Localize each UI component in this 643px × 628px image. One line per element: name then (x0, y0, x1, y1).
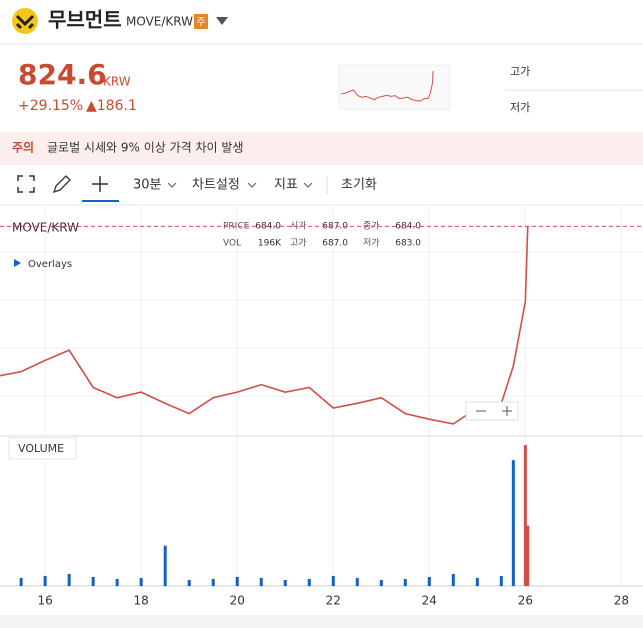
volume-bar (67, 573, 71, 586)
volume-bar (499, 575, 503, 586)
volume-bar (403, 578, 407, 586)
volume-bar (163, 545, 167, 586)
notice-bar (0, 132, 643, 165)
volume-label: VOLUME (18, 442, 64, 455)
chart: 16 18 20 22 24 26 28 MOVE/KRW Overlays VOLUME PRIC… (0, 206, 643, 628)
chart-title: MOVE/KRW (12, 221, 79, 235)
overlays: Overlays (28, 259, 72, 270)
volume-bar (235, 576, 239, 586)
volume-bar (115, 578, 119, 586)
high-label: 고가 (510, 65, 530, 78)
notice-label: 주의 (12, 140, 34, 155)
info-value: 687.0 (322, 239, 348, 249)
volume-bar (19, 577, 23, 586)
draw-icon[interactable] (52, 175, 71, 194)
x-tick-label: 26 (518, 594, 533, 608)
interval[interactable]: 30분 (133, 178, 162, 193)
info-label: 고가 (290, 238, 307, 249)
badge-bg (194, 14, 208, 29)
x-tick-label: 24 (422, 594, 437, 608)
volume-bar (523, 445, 527, 586)
zoom-control[interactable] (465, 401, 519, 421)
volume-bar (91, 576, 95, 586)
volume-label-box (8, 437, 77, 460)
caret (247, 182, 257, 188)
low-label: 저가 (510, 101, 530, 114)
x-tick-label: 18 (134, 594, 149, 608)
x-tick-label: 20 (230, 594, 245, 608)
price: 824.6 (18, 58, 107, 91)
volume-bar (526, 525, 530, 586)
info-label: PRICE (223, 222, 250, 232)
indicators[interactable]: 지표 (274, 178, 298, 193)
logo-mark (15, 14, 35, 30)
volume-bar (187, 579, 191, 586)
volume-bar (451, 573, 455, 586)
overlay-toggle[interactable] (14, 259, 21, 267)
notice-text: 글로벌 시세와 9% 이상 가격 차이 발생 (47, 141, 244, 155)
info-label: VOL (223, 239, 241, 249)
caret (167, 182, 177, 188)
info-label: 시가 (290, 221, 307, 232)
volume-bar (379, 579, 383, 586)
footer-bar (0, 615, 643, 628)
volume-bar (427, 576, 431, 586)
x-tick-label: 16 (37, 594, 52, 608)
volume-bar (43, 575, 47, 586)
info-value: 683.0 (395, 239, 421, 249)
volume-bar (259, 577, 263, 586)
volume-bar (211, 578, 215, 586)
info-value: 687.0 (322, 222, 348, 232)
volume-bar (283, 579, 287, 586)
volume-bar (475, 577, 479, 586)
change: ▲186.1 (86, 98, 137, 114)
crosshair-icon[interactable] (92, 176, 108, 192)
x-tick-label: 22 (326, 594, 341, 608)
volume-bar (307, 578, 311, 586)
volume-bar (139, 577, 143, 586)
badge: 주 (196, 17, 205, 28)
volume-bar (511, 460, 515, 586)
zoom-icons (476, 406, 512, 416)
pair: MOVE/KRW (126, 15, 193, 29)
volume-bar (331, 575, 335, 586)
sparkline (340, 71, 434, 102)
x-tick-label: 28 (614, 594, 629, 608)
coin-logo (12, 8, 38, 34)
fullscreen-icon[interactable] (17, 175, 35, 193)
caret (303, 182, 313, 188)
price-line (0, 226, 529, 425)
chart-settings[interactable]: 차트설정 (192, 178, 240, 193)
coin-name: 무브먼트 (48, 8, 122, 32)
info-value: 196K (258, 239, 282, 249)
dropdown[interactable] (216, 17, 228, 25)
volume-bar (355, 577, 359, 586)
reset[interactable]: 초기화 (341, 178, 377, 193)
change-rate: +29.15% (18, 98, 83, 114)
price-unit: KRW (103, 75, 131, 89)
info-label: 저가 (363, 238, 380, 249)
